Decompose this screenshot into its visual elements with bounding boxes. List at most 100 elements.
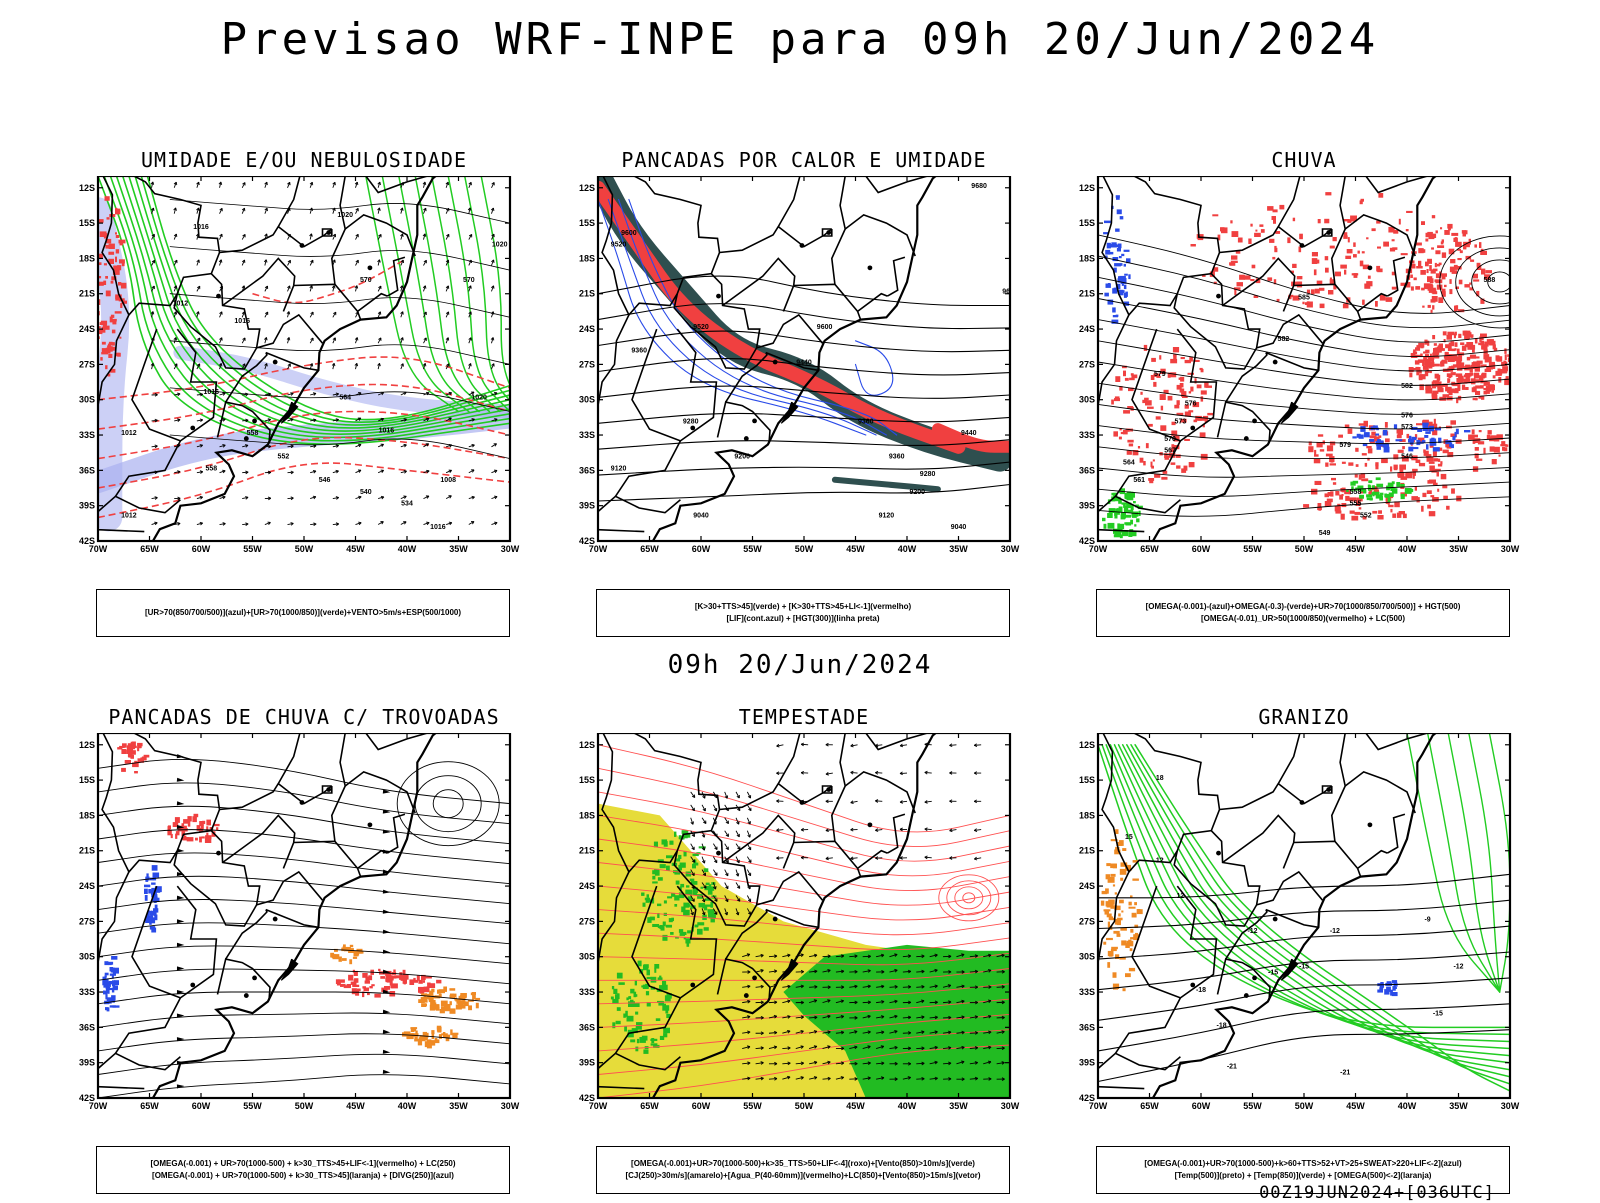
omega-orange (1119, 840, 1124, 846)
contour-label: 576 (1185, 401, 1197, 408)
precip-red (1470, 368, 1473, 373)
precip-red (1330, 246, 1335, 249)
storm-orange (423, 1004, 427, 1007)
lat-tick-label: 24S (579, 324, 595, 334)
precip-red (1487, 339, 1494, 345)
contour-label: 1008 (440, 477, 456, 484)
precip-red (1179, 378, 1183, 380)
legend-text: [LIF](cont.azul) + [HGT(300)](linha pret… (726, 613, 879, 625)
omega-blue (1117, 209, 1122, 214)
precip-red (1418, 261, 1421, 267)
contour-label: 549 (1319, 530, 1331, 537)
omega-orange (1106, 901, 1113, 906)
wind850-green (697, 929, 703, 935)
precip-red (1317, 281, 1323, 285)
precip-red (1430, 354, 1432, 357)
precip-red (1406, 211, 1413, 213)
legend-text: [K>30+TTS>45](verde) + [K>30+TTS>45+LI<-… (695, 601, 911, 613)
storm-orange (342, 958, 347, 961)
precip-red (1360, 200, 1363, 204)
lake (1300, 800, 1305, 805)
precip-red (1491, 390, 1494, 393)
legend-box: [UR>70(850/700/500)](azul)+[UR>70(1000/8… (96, 589, 510, 637)
precip-red (1356, 464, 1359, 467)
precip-red (1485, 270, 1492, 273)
wind850-green (683, 910, 690, 916)
wind850-green (669, 841, 673, 845)
lat-tick-label: 39S (1079, 501, 1095, 511)
lat-tick-label: 21S (579, 846, 595, 856)
precip-red (1148, 424, 1153, 427)
precip-red (119, 240, 126, 244)
precip-red (107, 217, 110, 219)
divergence-blue (145, 878, 148, 882)
omega-blue (1107, 243, 1111, 249)
storm-red (403, 970, 406, 975)
precip-red (131, 742, 134, 745)
storm-orange (437, 1027, 442, 1032)
precip-red (1361, 478, 1368, 481)
precip-red (1368, 276, 1371, 279)
omega-green (1134, 524, 1136, 526)
precip-red (1450, 420, 1456, 424)
lake (716, 851, 721, 856)
omega-blue (1416, 440, 1420, 445)
precip-red (1449, 289, 1452, 294)
storm-orange (419, 1037, 422, 1042)
precip-red (1190, 387, 1193, 392)
lon-tick-label: 40W (1398, 1101, 1417, 1111)
lat-tick-label: 21S (79, 846, 95, 856)
divergence-blue (110, 1005, 116, 1007)
wind850-green (635, 981, 637, 986)
omega-blue (1119, 256, 1122, 258)
precip-red (1330, 463, 1336, 465)
contour-label: 1016 (379, 428, 395, 435)
lake (216, 851, 221, 856)
omega-blue (1104, 221, 1111, 224)
legend-text: [OMEGA(-0.001) + UR>70(1000-500) + k>30_… (150, 1158, 455, 1170)
precip-red (121, 283, 127, 289)
precip-red (1148, 478, 1154, 481)
lake (868, 265, 873, 270)
omega-blue (1377, 446, 1382, 449)
omega-blue (1394, 424, 1397, 428)
omega-orange (1113, 884, 1115, 886)
lon-tick-label: 55W (743, 1101, 762, 1111)
lat-tick-label: 15S (579, 218, 595, 228)
lat-tick-label: 33S (579, 987, 595, 997)
precip-red (1335, 491, 1339, 496)
lake (690, 983, 695, 988)
precip-red (1415, 347, 1420, 351)
precip-red (1480, 385, 1484, 388)
precip-red (1447, 378, 1449, 383)
omega-blue (1425, 431, 1431, 434)
precip-red (1472, 429, 1475, 434)
precip-red (1261, 229, 1265, 233)
lat-tick-label: 12S (579, 740, 595, 750)
omega-blue (1117, 248, 1121, 252)
lake (326, 230, 331, 235)
precip-red (1111, 400, 1114, 405)
contour-label: 1012 (121, 512, 137, 519)
wind850-green (680, 884, 684, 888)
precip-red (1147, 407, 1154, 409)
lat-tick-label: 30S (579, 952, 595, 962)
storm-orange (339, 957, 342, 962)
precip-red (187, 837, 194, 841)
precip-red (1482, 373, 1487, 378)
precip-red (1420, 270, 1426, 275)
precip-red (1144, 345, 1147, 351)
storm-red (427, 983, 431, 987)
precip-red (171, 834, 173, 838)
contour-label: 9520 (611, 242, 627, 249)
omega-blue (1352, 436, 1356, 438)
divergence-blue (107, 962, 113, 965)
wind850-green (612, 1022, 615, 1028)
storm-red (384, 986, 390, 990)
wind850-green (652, 876, 655, 880)
precip-red (1181, 468, 1186, 473)
storm-orange (436, 1004, 439, 1007)
precip-red (1452, 270, 1458, 274)
